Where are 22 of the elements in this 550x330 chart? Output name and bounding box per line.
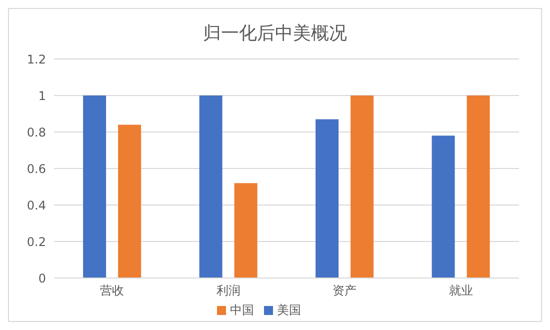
legend-label: 美国 — [277, 303, 301, 317]
y-tick-label: 1.2 — [26, 52, 46, 66]
chart-title: 归一化后中美概况 — [202, 22, 348, 46]
y-tick-label: 0.2 — [26, 234, 46, 249]
x-tick-label: 利润 — [216, 284, 240, 298]
y-tick-label: 0.6 — [26, 162, 46, 176]
x-tick-label: 就业 — [448, 284, 473, 298]
y-tick-label: 0.8 — [26, 125, 46, 140]
y-tick-label: 1 — [38, 88, 46, 103]
x-tick-label: 资产 — [332, 284, 357, 298]
bar — [350, 96, 374, 278]
bar — [466, 96, 490, 278]
bar — [316, 119, 339, 278]
legend-label: 中国 — [230, 303, 254, 317]
bar — [199, 96, 222, 278]
bar — [83, 96, 106, 278]
y-tick-label: 0 — [38, 271, 46, 286]
y-tick-label: 0.4 — [26, 198, 46, 212]
bar — [234, 183, 258, 278]
bar — [432, 136, 455, 278]
x-tick-label: 营收 — [100, 284, 124, 298]
bar — [118, 124, 142, 278]
